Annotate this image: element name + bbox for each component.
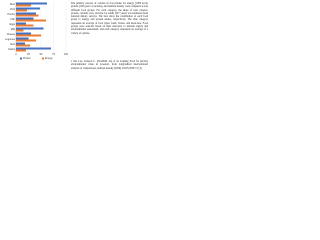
bar	[16, 27, 44, 30]
bar	[16, 37, 29, 40]
bar	[16, 42, 25, 45]
y-tick-label: Legumes	[5, 38, 16, 41]
bar	[16, 47, 51, 50]
y-tick-label: Grains	[8, 48, 16, 51]
legend-swatch	[20, 57, 22, 60]
legend-label: Energy	[45, 57, 53, 60]
bar	[16, 19, 46, 22]
x-tick-label: 25	[27, 53, 30, 56]
page: {"chart_data": {"type": "bar", "orientat…	[0, 0, 150, 85]
bar	[16, 22, 26, 25]
bar	[16, 49, 26, 52]
y-tick-label: Beef	[10, 3, 15, 6]
bar	[16, 44, 30, 47]
bar	[16, 39, 36, 42]
y-tick-label: Fish	[10, 18, 15, 21]
y-tick-label: Nuts	[10, 43, 16, 46]
bar	[16, 17, 34, 20]
bar	[16, 29, 24, 32]
bar	[16, 7, 40, 10]
bar	[16, 24, 34, 27]
y-tick-label: Poultry	[8, 13, 16, 16]
bar	[16, 14, 39, 17]
bar	[16, 9, 27, 12]
y-tick-label: Cheese	[7, 33, 16, 36]
legend-label: Protein	[23, 57, 31, 60]
x-tick-label: 0	[15, 53, 17, 56]
bar	[16, 32, 31, 35]
bar	[16, 2, 47, 5]
bar	[16, 34, 41, 37]
bar-chart: 0 25 50 75 100 Beef Pork Poultry Fish Eggs Milk Che…	[5, 2, 69, 60]
y-tick-label: Milk	[11, 28, 16, 31]
x-tick-label: 100	[64, 53, 69, 56]
paragraph: The primary sources of calories in food …	[71, 2, 148, 35]
bar	[16, 12, 36, 15]
y-tick-label: Eggs	[10, 23, 16, 26]
legend-swatch	[42, 57, 44, 60]
bar	[16, 4, 31, 7]
x-tick-label: 75	[52, 53, 55, 56]
x-tick-label: 50	[40, 53, 43, 56]
reference: 1 Ms. Lee, Jackson C. (NoabMS, 2a) of an…	[71, 60, 148, 70]
y-tick-label: Pork	[10, 8, 16, 11]
